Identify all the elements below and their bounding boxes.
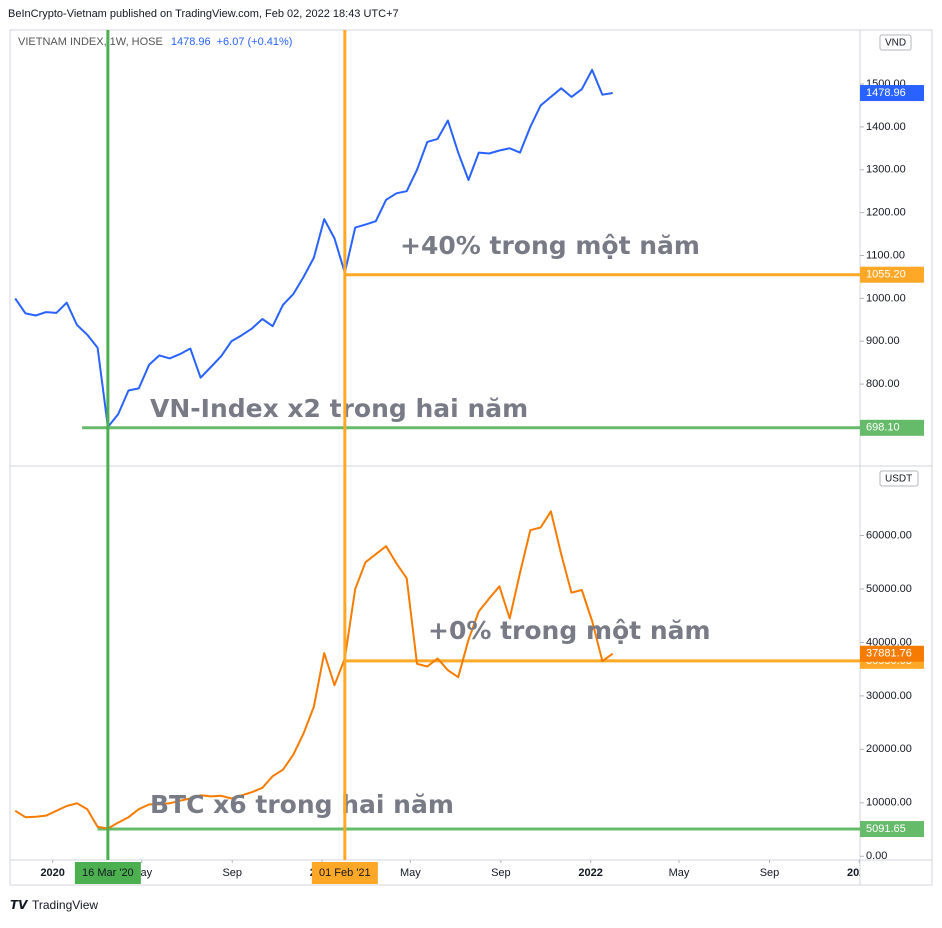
y-tick-label: 800.00 <box>866 378 900 390</box>
x-tick-label: May <box>669 867 690 879</box>
x-tick-label: Sep <box>760 867 780 879</box>
legend-price: 1478.96 <box>171 36 211 48</box>
marker-badge-label: 16 Mar '20 <box>82 867 134 879</box>
x-tick-label: Sep <box>222 867 242 879</box>
annotation: +40% trong một năm <box>400 231 700 260</box>
y-tick-label: 900.00 <box>866 335 900 347</box>
price-badge-label: 37881.76 <box>866 648 912 660</box>
y-tick-label: 1400.00 <box>866 121 906 133</box>
annotation: BTC x6 trong hai năm <box>150 790 454 819</box>
x-tick-label: 2023 <box>847 867 871 879</box>
level-badge-label: 5091.65 <box>866 823 906 835</box>
level-badge <box>860 821 924 838</box>
legend-change: +6.07 (+0.41%) <box>217 36 293 48</box>
y-tick-label: 20000.00 <box>866 743 912 755</box>
price-badge <box>860 85 924 102</box>
footer: 𝙏𝙑 TradingView <box>10 898 98 912</box>
level-badge <box>860 419 924 436</box>
x-tick-label: 2020 <box>40 867 64 879</box>
price-line <box>14 510 614 830</box>
chart-frame <box>9 29 933 886</box>
footer-logo: 𝙏𝙑 <box>10 898 29 912</box>
header-title: BeInCrypto-Vietnam published on TradingV… <box>8 8 399 20</box>
y-tick-label: 1100.00 <box>866 249 905 261</box>
footer-brand: TradingView <box>32 898 98 912</box>
legend-symbol: VIETNAM INDEX, 1W, HOSE <box>18 36 163 48</box>
unit-badge-label: USDT <box>885 474 912 485</box>
y-tick-label: 1300.00 <box>866 164 906 176</box>
y-tick-label: 30000.00 <box>866 690 912 702</box>
marker-badge <box>311 862 378 884</box>
plot-area <box>14 68 860 831</box>
y-tick-label: 50000.00 <box>866 583 912 595</box>
level-badge-label: 1055.20 <box>866 269 906 281</box>
annotation: +0% trong một năm <box>428 616 711 645</box>
y-tick-label: 10000.00 <box>866 797 912 809</box>
marker-badge-label: 01 Feb '21 <box>319 867 371 879</box>
marker-badge <box>74 862 141 884</box>
price-badge <box>860 645 924 662</box>
price-line <box>14 68 613 428</box>
unit-badge-label: VND <box>885 38 906 49</box>
unit-badge: USDT <box>879 470 919 487</box>
y-tick-label: 40000.00 <box>866 636 912 648</box>
level-badge-label: 698.10 <box>866 422 900 434</box>
x-tick-label: Sep <box>491 867 511 879</box>
y-tick-label: 1200.00 <box>866 207 906 219</box>
unit-badge-box <box>879 470 919 487</box>
legend: VIETNAM INDEX, 1W, HOSE 1478.96 +6.07 (+0.… <box>18 36 292 48</box>
annotation: VN-Index x2 trong hai năm <box>150 394 528 423</box>
time-axis: 2020MaySep2021MaySep2022MaySep2023 <box>40 860 871 879</box>
x-tick-label: 2022 <box>578 867 602 879</box>
y-tick-label: 60000.00 <box>866 529 912 541</box>
y-tick-label: 1000.00 <box>866 292 906 304</box>
price-badge-label: 1478.96 <box>866 87 906 99</box>
y-tick-label: 0.00 <box>866 850 887 862</box>
unit-badge: VND <box>879 34 912 51</box>
unit-badge-box <box>879 34 912 51</box>
x-tick-label: May <box>400 867 421 879</box>
level-badge <box>860 266 924 283</box>
